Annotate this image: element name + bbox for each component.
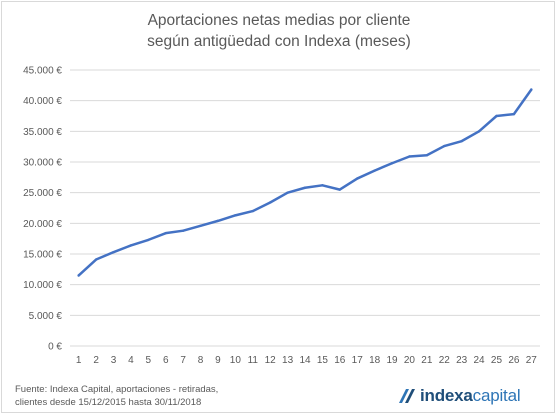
x-tick-label: 6 bbox=[163, 355, 169, 366]
data-point bbox=[443, 144, 446, 148]
data-point bbox=[77, 274, 80, 277]
x-tick-label: 18 bbox=[369, 355, 381, 366]
data-point bbox=[338, 188, 342, 191]
x-tick-label: 15 bbox=[317, 355, 329, 366]
chart-title-line-1: Aportaciones netas medias por cliente bbox=[147, 12, 411, 29]
x-tick-label: 23 bbox=[456, 355, 468, 366]
x-tick-label: 3 bbox=[111, 355, 117, 366]
data-point bbox=[460, 139, 463, 143]
indexa-capital-logo: indexacapital bbox=[397, 386, 521, 406]
data-point bbox=[390, 162, 394, 165]
x-tick-label: 24 bbox=[474, 355, 486, 366]
x-tick-label: 27 bbox=[526, 355, 538, 366]
x-tick-label: 10 bbox=[230, 355, 242, 366]
data-point bbox=[268, 201, 272, 204]
y-tick-label: 40.000 € bbox=[23, 96, 62, 107]
data-point bbox=[216, 219, 220, 223]
series-line bbox=[77, 88, 533, 277]
data-point bbox=[286, 191, 289, 194]
x-tick-label: 21 bbox=[421, 355, 433, 366]
x-tick-label: 25 bbox=[491, 355, 503, 366]
source-line-1: Fuente: Indexa Capital, aportaciones - r… bbox=[15, 384, 219, 395]
y-tick-label: 20.000 € bbox=[23, 219, 62, 230]
x-tick-label: 5 bbox=[146, 355, 152, 366]
logo-text-indexa: indexa bbox=[420, 386, 473, 405]
data-point bbox=[373, 169, 376, 172]
x-tick-label: 22 bbox=[439, 355, 451, 366]
data-point bbox=[425, 154, 429, 157]
x-tick-label: 11 bbox=[248, 355, 259, 366]
x-tick-label: 17 bbox=[352, 355, 364, 366]
data-point bbox=[321, 184, 324, 187]
x-tick-label: 7 bbox=[180, 355, 186, 366]
x-tick-label: 26 bbox=[508, 355, 520, 366]
data-point bbox=[512, 112, 516, 116]
data-point bbox=[408, 155, 411, 158]
y-tick-label: 30.000 € bbox=[23, 158, 62, 169]
x-tick-label: 12 bbox=[265, 355, 277, 366]
x-tick-label: 16 bbox=[334, 355, 346, 366]
data-point bbox=[181, 229, 185, 232]
data-point bbox=[477, 130, 481, 133]
data-point bbox=[251, 209, 254, 213]
x-tick-label: 1 bbox=[76, 355, 82, 366]
y-tick-label: 15.000 € bbox=[23, 250, 62, 261]
x-tick-label: 19 bbox=[386, 355, 398, 366]
y-tick-label: 0 € bbox=[48, 342, 62, 353]
chart-title: Aportaciones netas medias por cliente se… bbox=[0, 10, 558, 52]
x-tick-label: 14 bbox=[299, 355, 311, 366]
y-tick-label: 25.000 € bbox=[23, 188, 62, 199]
data-point bbox=[129, 244, 133, 247]
data-point bbox=[112, 250, 115, 254]
data-point bbox=[495, 114, 498, 118]
y-tick-label: 45.000 € bbox=[23, 66, 62, 77]
x-tick-label: 4 bbox=[128, 355, 134, 366]
data-point bbox=[94, 258, 98, 261]
y-tick-label: 10.000 € bbox=[23, 280, 62, 291]
x-tick-label: 9 bbox=[215, 355, 221, 366]
data-point bbox=[199, 224, 202, 227]
x-tick-label: 13 bbox=[282, 355, 294, 366]
indexa-capital-logo-icon bbox=[399, 389, 415, 403]
x-tick-label: 20 bbox=[404, 355, 416, 366]
y-tick-label: 35.000 € bbox=[23, 127, 62, 138]
x-tick-label: 2 bbox=[93, 355, 99, 366]
source-line-2: clientes desde 15/12/2015 hasta 30/11/20… bbox=[15, 397, 202, 408]
data-point bbox=[303, 186, 307, 189]
data-point bbox=[234, 214, 237, 217]
data-point bbox=[530, 88, 533, 91]
data-point bbox=[356, 177, 359, 180]
data-point bbox=[164, 231, 167, 235]
x-tick-label: 8 bbox=[198, 355, 204, 366]
data-point bbox=[147, 238, 150, 242]
chart-title-line-2: según antigüedad con Indexa (meses) bbox=[147, 33, 411, 50]
y-tick-label: 5.000 € bbox=[29, 311, 63, 322]
source-note: Fuente: Indexa Capital, aportaciones - r… bbox=[15, 383, 218, 409]
logo-text-capital: capital bbox=[472, 386, 521, 405]
